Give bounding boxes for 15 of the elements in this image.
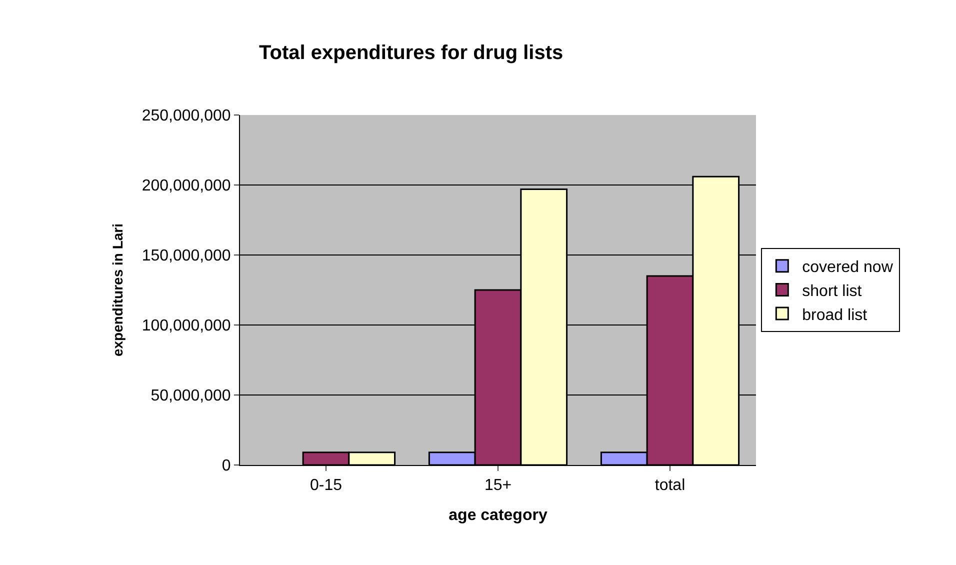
- y-tick-label: 250,000,000: [142, 108, 231, 125]
- y-tick-label: 150,000,000: [142, 248, 231, 265]
- y-tick-label: 100,000,000: [142, 318, 231, 335]
- legend-label: broad list: [802, 306, 868, 324]
- legend-label: short list: [802, 282, 862, 300]
- x-tick-label: total: [654, 477, 686, 494]
- x-axis-title: age category: [448, 506, 548, 524]
- x-tick-label: 0-15: [310, 477, 342, 494]
- y-tick-label: 200,000,000: [142, 178, 231, 195]
- y-tick-label: 50,000,000: [150, 388, 231, 405]
- y-axis-title: expenditures in Lari: [109, 223, 126, 357]
- y-tick-label: 0: [222, 458, 231, 475]
- legend-label: covered now: [802, 259, 894, 276]
- x-tick-label: 15+: [484, 477, 512, 494]
- chart-title: Total expenditures for drug lists: [259, 42, 564, 64]
